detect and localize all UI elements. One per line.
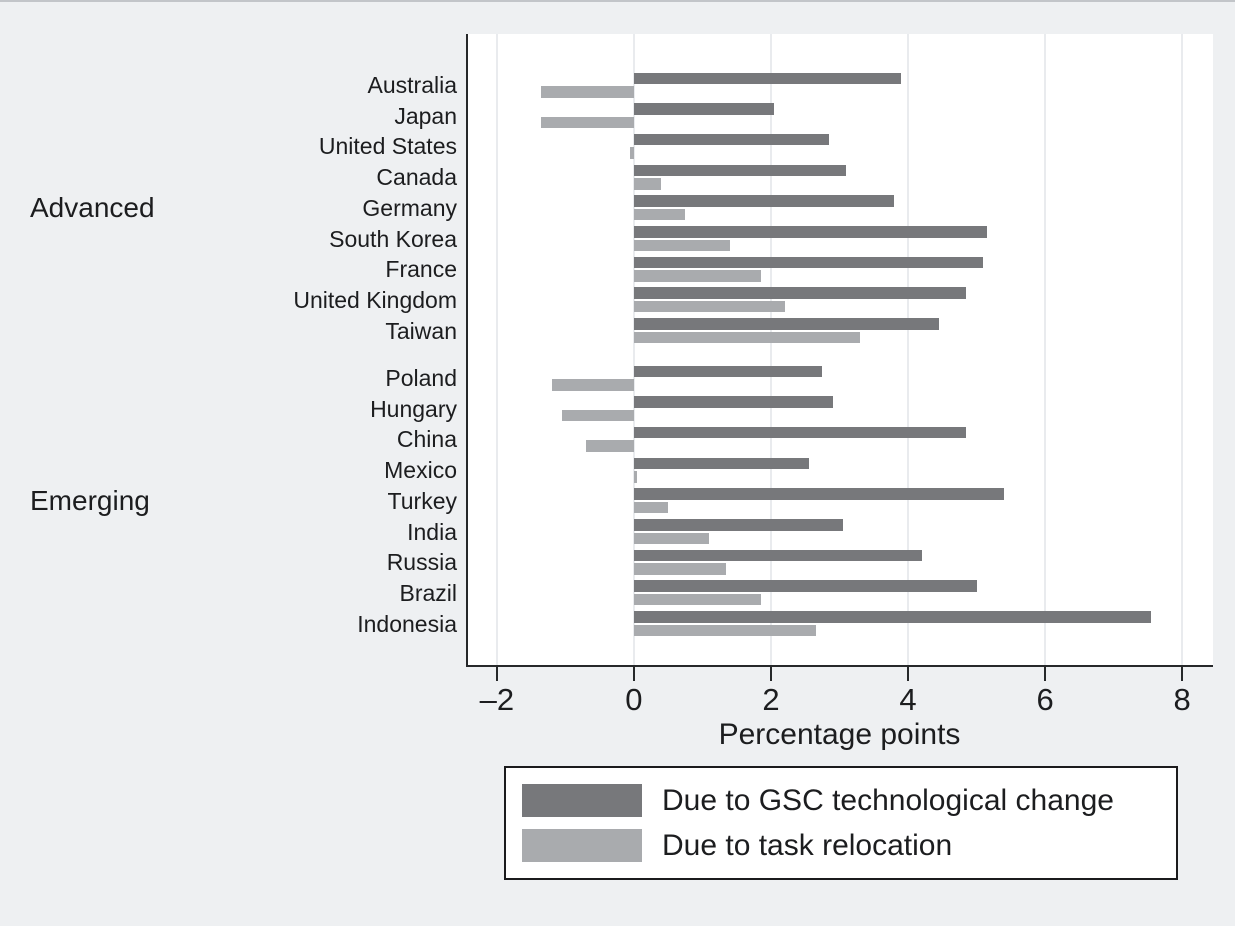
y-axis-label: Russia (386, 549, 457, 576)
y-axis-label: United States (318, 133, 457, 160)
x-axis-tick (1044, 667, 1047, 681)
x-axis-tick (1181, 667, 1184, 681)
task-bar (633, 593, 761, 606)
x-axis-tick-label: 4 (899, 682, 917, 717)
gsc-bar (633, 72, 902, 84)
y-axis-label: Taiwan (385, 317, 457, 344)
x-axis-tick-label: 0 (625, 682, 643, 717)
x-axis-tick (495, 667, 498, 681)
y-axis-label: South Korea (329, 225, 457, 252)
task-bar (633, 532, 710, 544)
task-bar (541, 116, 634, 129)
gsc-bar (633, 287, 967, 299)
y-axis-label: India (407, 518, 457, 545)
task-bar (561, 409, 634, 422)
gsc-bar (633, 396, 833, 408)
gridline (495, 34, 498, 665)
legend-swatch-task (522, 829, 642, 862)
task-bar (633, 331, 861, 344)
gridline (907, 34, 910, 665)
top-rule (0, 0, 1235, 2)
gsc-bar (633, 256, 984, 269)
task-bar (585, 440, 634, 452)
gsc-bar (633, 103, 775, 115)
task-bar (633, 208, 686, 221)
task-bar (630, 147, 634, 159)
gsc-bar (633, 195, 895, 207)
task-bar (633, 501, 669, 514)
x-axis-title: Percentage points (718, 718, 961, 751)
task-bar (551, 379, 634, 391)
task-bar (633, 239, 730, 251)
y-axis-label: Turkey (387, 487, 457, 514)
y-axis-label: Australia (367, 72, 457, 98)
task-bar (633, 563, 727, 575)
gridline (632, 34, 635, 665)
y-axis-label: China (396, 426, 457, 453)
gridline (1044, 34, 1047, 665)
task-bar (633, 624, 816, 637)
legend-swatch-gsc (522, 784, 642, 817)
bar-chart-plot-area (466, 34, 1213, 667)
x-axis-tick (907, 667, 910, 681)
y-axis-label: Germany (362, 194, 457, 221)
gsc-bar (633, 580, 977, 592)
gsc-bar (633, 519, 843, 531)
y-axis-label: Hungary (370, 395, 457, 422)
gsc-bar (633, 133, 830, 146)
y-axis-label: Mexico (384, 457, 457, 484)
gsc-bar (633, 365, 823, 377)
gsc-bar (633, 426, 967, 439)
gsc-bar (633, 611, 1152, 623)
legend: Due to GSC technological change Due to t… (504, 766, 1178, 880)
y-axis-label: Indonesia (357, 610, 457, 637)
gsc-bar (633, 226, 987, 238)
gridline (769, 34, 772, 665)
y-axis-label: France (385, 256, 457, 283)
y-axis-label: Poland (385, 365, 457, 391)
x-axis-tick-label: –2 (479, 682, 515, 717)
y-axis-label: Japan (394, 102, 457, 129)
legend-label-gsc: Due to GSC technological change (662, 784, 1114, 817)
x-axis-tick-label: 6 (1036, 682, 1054, 717)
gsc-bar (633, 549, 922, 562)
gsc-bar (633, 488, 1004, 500)
x-axis-tick-label: 2 (762, 682, 780, 717)
y-axis-label: United Kingdom (293, 286, 457, 313)
y-axis-label: Canada (376, 164, 457, 191)
group-label-advanced: Advanced (30, 192, 155, 223)
task-bar (633, 471, 638, 483)
x-axis-tick-label: 8 (1173, 682, 1191, 717)
gsc-bar (633, 457, 809, 470)
y-axis-label: Brazil (399, 579, 457, 606)
x-axis-tick (769, 667, 772, 681)
legend-label-task: Due to task relocation (662, 829, 953, 862)
task-bar (541, 86, 634, 98)
x-axis-tick (632, 667, 635, 681)
task-bar (633, 178, 662, 190)
gridline (1181, 34, 1184, 665)
group-label-emerging: Emerging (30, 485, 150, 516)
gsc-bar (633, 164, 847, 177)
gsc-bar (633, 318, 939, 330)
task-bar (633, 270, 761, 282)
task-bar (633, 300, 785, 313)
